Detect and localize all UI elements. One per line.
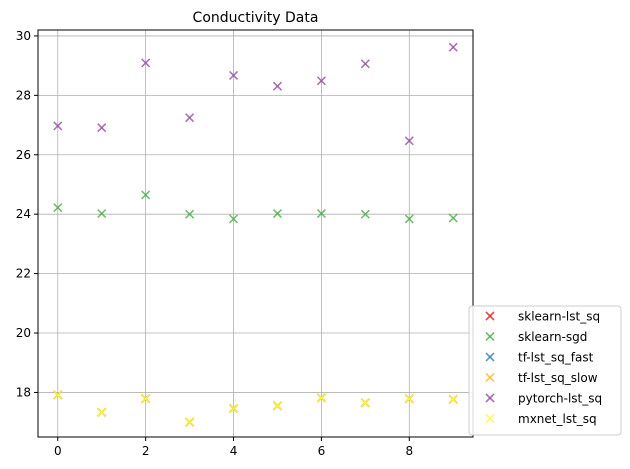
data-point [360, 209, 370, 219]
legend-label: mxnet_lst_sq [518, 412, 597, 426]
y-tick-label: 20 [16, 326, 31, 340]
legend-marker [485, 413, 495, 424]
data-point [228, 214, 239, 224]
plot-area [37, 29, 474, 438]
data-point [448, 394, 458, 404]
data-point [360, 59, 370, 69]
data-point [272, 401, 283, 411]
series-tf-lst_sq_slow [53, 390, 458, 427]
y-tick-label: 26 [16, 148, 31, 162]
legend-label: sklearn-sgd [518, 330, 587, 344]
data-point [97, 209, 107, 219]
legend-marker [485, 393, 495, 403]
series-sklearn-lst_sq [53, 390, 458, 427]
data-point [141, 394, 151, 404]
x-tick-label: 6 [318, 444, 326, 458]
grid-lines [38, 30, 473, 437]
data-point [404, 214, 414, 224]
data-point [404, 394, 414, 404]
data-point [141, 190, 151, 200]
legend-label: tf-lst_sq_fast [518, 351, 594, 365]
data-point [272, 209, 283, 219]
data-point [53, 203, 63, 213]
data-point [97, 407, 107, 417]
y-tick-label: 24 [16, 207, 31, 221]
data-point [360, 398, 370, 408]
x-tick-label: 0 [54, 444, 62, 458]
data-point [272, 81, 283, 91]
data-point [185, 113, 195, 123]
data-point [316, 209, 326, 219]
series-mxnet_lst_sq [53, 390, 458, 427]
x-tick-label: 4 [230, 444, 238, 458]
data-point [53, 121, 63, 131]
data-point [185, 417, 195, 427]
series-pytorch-lst_sq [53, 42, 458, 146]
data-point [316, 393, 326, 403]
legend-marker [485, 372, 495, 383]
legend-box [468, 305, 622, 436]
data-points [53, 42, 458, 427]
legend-label: sklearn-lst_sq [518, 310, 600, 324]
y-tick-label: 30 [16, 29, 31, 43]
series-sklearn-sgd [53, 190, 458, 224]
data-point [141, 58, 151, 68]
data-point [404, 136, 414, 146]
legend-label: tf-lst_sq_slow [518, 371, 598, 385]
legend-marker [485, 331, 495, 342]
y-tick-label: 28 [16, 88, 31, 102]
legend-label: pytorch-lst_sq [518, 392, 602, 406]
legend: sklearn-lst_sq sklearn-sgd tf-lst_sq_fastt… [468, 305, 622, 436]
data-point [448, 213, 458, 223]
data-point [228, 70, 239, 81]
data-point [97, 123, 107, 133]
y-tick-label: 22 [16, 267, 31, 281]
data-point [185, 209, 195, 219]
legend-marker [485, 352, 495, 362]
x-tick-label: 2 [142, 444, 150, 458]
chart-title: Conductivity Data [193, 10, 319, 26]
y-tick-label: 18 [16, 385, 31, 399]
legend-marker [485, 311, 495, 321]
data-point [53, 390, 63, 400]
data-point [228, 403, 239, 414]
data-point [316, 76, 326, 86]
data-point [448, 42, 458, 52]
x-tick-label: 8 [405, 444, 413, 458]
series-tf-lst_sq_fast [53, 390, 458, 427]
